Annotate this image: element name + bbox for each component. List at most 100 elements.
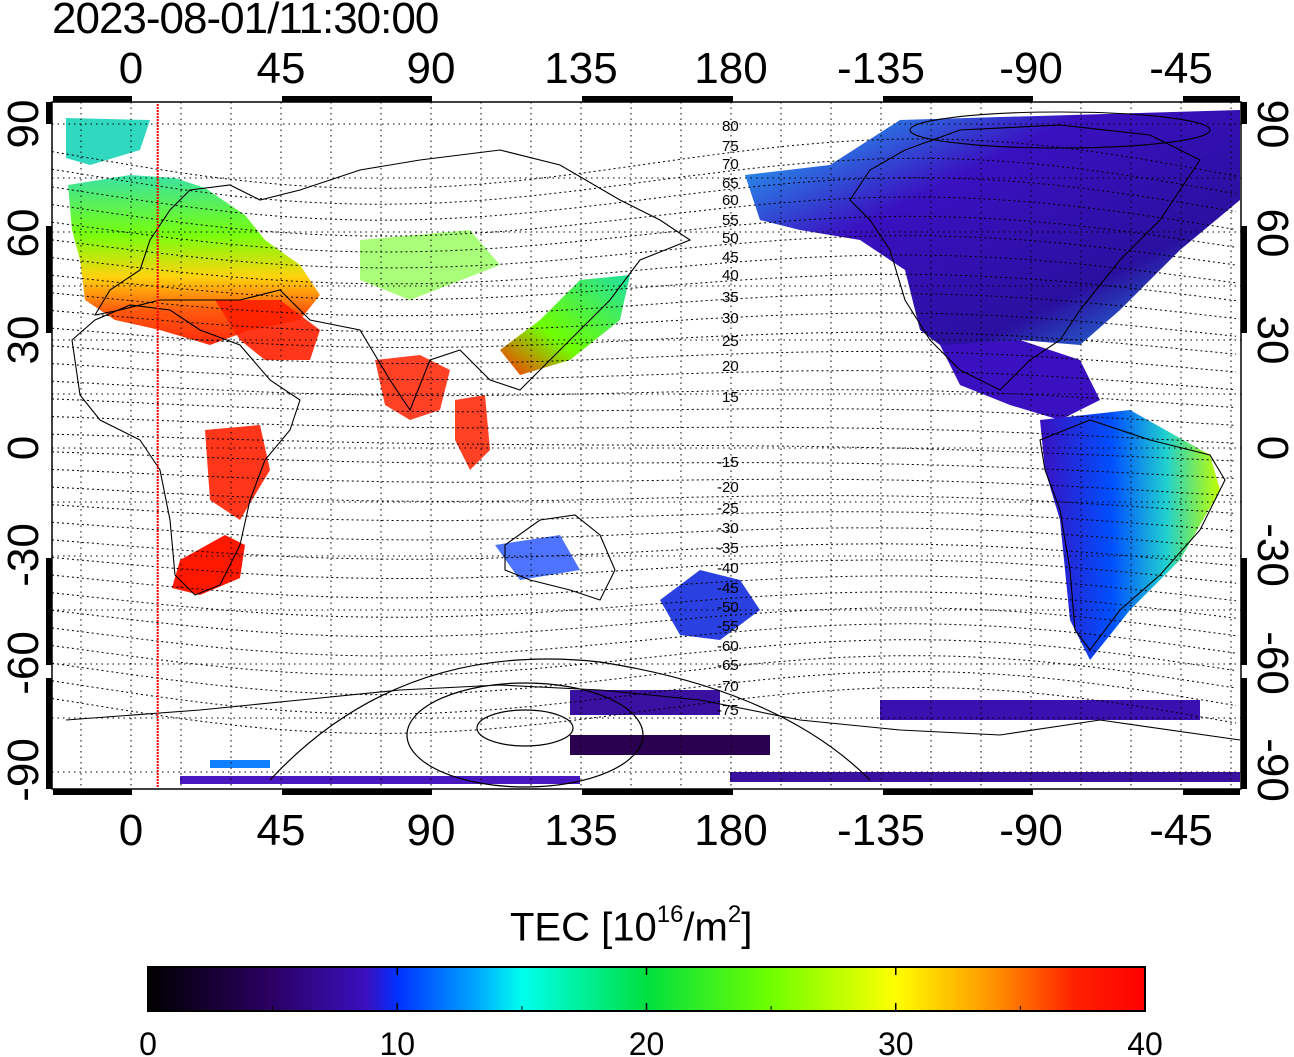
contour-label: -70 [717, 678, 739, 695]
bottom-longitude-label: 0 [119, 806, 143, 855]
tec-patch-antarctic-2 [570, 735, 770, 755]
frame-bar-top [282, 96, 432, 102]
colorbar-title-unit: /m [683, 905, 728, 950]
contour-label: 35 [722, 289, 739, 306]
colorbar-title-main: TEC [10 [510, 905, 657, 950]
antarctica-coastline [65, 684, 1241, 741]
tec-patch-india [375, 355, 450, 420]
tec-patch-south-africa [172, 535, 245, 595]
map-panel: 8075706560555045403530252015-15-20-25-30… [46, 96, 1247, 795]
contour-label: -40 [717, 560, 739, 577]
frame-bar-right [1241, 678, 1247, 789]
greenland-coastline [909, 111, 1211, 149]
contour-label: 20 [722, 358, 739, 375]
magnetic-contour [52, 451, 1237, 479]
tec-patch-se-asia [455, 395, 490, 470]
bottom-longitude-label: 90 [407, 806, 456, 855]
coastlines [65, 111, 1241, 741]
frame-bar-bottom [582, 789, 733, 795]
frame-bar-bottom [883, 789, 1033, 795]
colorbar-title-end: ] [741, 905, 753, 950]
north-america-coastline [849, 124, 1201, 391]
contour-label: -45 [717, 580, 739, 597]
contour-label: -25 [717, 500, 739, 517]
contour-label: -50 [717, 599, 739, 616]
contour-label: 70 [722, 156, 739, 173]
polar-contour-inner [476, 709, 574, 747]
contour-label: 75 [722, 138, 739, 155]
left-latitude-label: 90 [0, 100, 48, 149]
frame-bar-left [46, 102, 52, 124]
left-latitude-label: 0 [0, 436, 48, 460]
frame-bar-top [1183, 96, 1240, 102]
tec-patch-antarctic-6 [210, 760, 270, 768]
magnetic-contour [52, 671, 1237, 715]
tec-patch-japan [500, 275, 630, 375]
colorbar-ticks: 0 10 20 30 40 [139, 967, 1163, 1057]
contour-label: -75 [717, 702, 739, 719]
colorbar-tick-label: 10 [379, 1026, 415, 1057]
australia-coastline [504, 514, 616, 601]
colorbar: 0 10 20 30 40 [139, 966, 1163, 1057]
tec-patch-middle-east [215, 300, 320, 360]
left-latitude-label: 60 [0, 209, 48, 258]
top-longitude-label: 135 [544, 44, 617, 93]
eurasia-coastline [93, 149, 692, 412]
frame-bar-right [1241, 558, 1247, 665]
bottom-longitude-label: -90 [999, 806, 1063, 855]
colorbar-tick-label: 40 [1127, 1026, 1163, 1057]
tec-patch-new-zealand [660, 570, 760, 640]
left-latitude-label: 30 [0, 316, 48, 365]
contour-label: 45 [722, 249, 739, 266]
frame-bar-left [46, 678, 52, 789]
tec-patch-central-america [940, 340, 1100, 420]
polar-contours [269, 658, 871, 788]
right-latitude-label: 60 [1248, 209, 1294, 258]
contour-label: -20 [717, 479, 739, 496]
right-latitude-label: -90 [1248, 738, 1294, 802]
contour-label: -55 [717, 618, 739, 635]
magnetic-contour [52, 687, 1237, 734]
colorbar-tick-label: 20 [629, 1026, 665, 1057]
frame-bar-bottom [282, 789, 432, 795]
right-latitude-label: -60 [1248, 631, 1294, 695]
tec-patch-antarctic-4 [180, 776, 580, 784]
contour-label: 60 [722, 192, 739, 209]
bottom-longitude-label: -135 [837, 806, 925, 855]
magnetic-contour [52, 416, 1237, 444]
colorbar-tick-label: 0 [139, 1026, 157, 1057]
contour-label: -65 [717, 657, 739, 674]
frame-bar-left [46, 558, 52, 665]
frame-bar-top [883, 96, 1033, 102]
left-latitude-label: -30 [0, 523, 48, 587]
top-longitude-label: -135 [837, 44, 925, 93]
polar-contour-middle [406, 682, 644, 788]
polar-contour-outer [269, 658, 871, 781]
south-america-coastline [1039, 419, 1226, 651]
contour-label: 25 [722, 333, 739, 350]
top-longitude-label: -45 [1149, 44, 1213, 93]
frame-bar-right [1241, 226, 1247, 333]
contour-label: -30 [717, 520, 739, 537]
tec-patch-antarctic-5 [730, 772, 1240, 782]
tec-patch-australia [495, 535, 580, 580]
tec-patch-africa [205, 425, 270, 520]
contour-label: 30 [722, 310, 739, 327]
frame-bar-bottom [1183, 789, 1240, 795]
contour-label: -15 [717, 454, 739, 471]
tec-patch-antarctic-3 [880, 700, 1200, 720]
left-latitude-label: -90 [0, 738, 48, 802]
magnetic-contour [52, 655, 1237, 696]
frame-bar-top [53, 96, 132, 102]
right-latitude-label: 0 [1248, 436, 1294, 460]
contour-label: -60 [717, 638, 739, 655]
axis-labels: 0 45 90 135 180 -135 -90 -450 45 90 135 180 -135 -90-… [0, 44, 1294, 855]
magnetic-latitude-contours [52, 138, 1237, 734]
magnetic-contour [52, 196, 1237, 237]
tec-patch-central-asia [360, 230, 500, 300]
contour-label: 40 [722, 267, 739, 284]
contour-label: 80 [722, 118, 739, 135]
magnetic-contour [52, 177, 1237, 221]
bottom-longitude-label: 135 [544, 806, 617, 855]
bottom-longitude-label: 180 [694, 806, 767, 855]
